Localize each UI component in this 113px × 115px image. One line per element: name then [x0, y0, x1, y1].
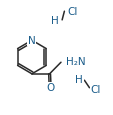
Text: Cl: Cl: [90, 84, 100, 94]
Text: Cl: Cl: [67, 7, 78, 17]
Text: O: O: [46, 82, 54, 92]
Text: H₂N: H₂N: [65, 57, 84, 66]
Text: H: H: [51, 16, 58, 26]
Text: N: N: [28, 36, 35, 46]
Text: H: H: [75, 74, 82, 84]
